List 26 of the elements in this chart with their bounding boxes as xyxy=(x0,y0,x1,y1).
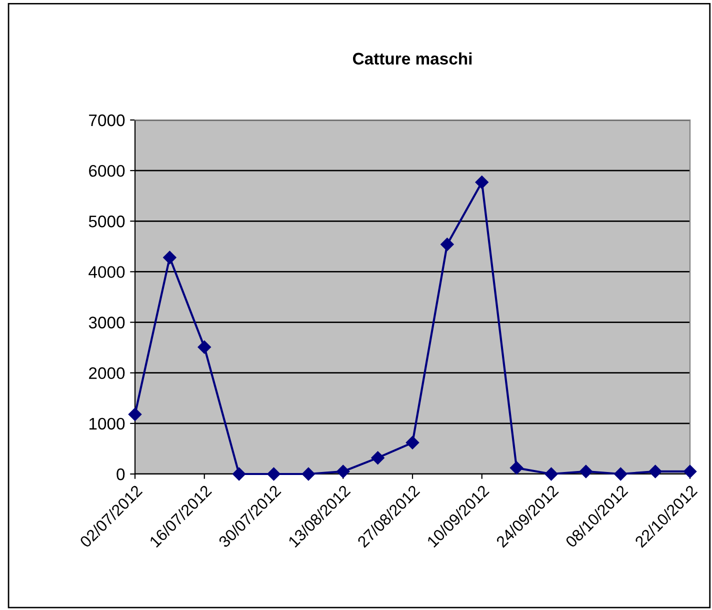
point xyxy=(336,464,350,478)
y-tick-label: 3000 xyxy=(88,316,125,328)
point xyxy=(648,464,662,478)
point xyxy=(163,250,176,264)
point xyxy=(128,408,142,421)
y-tick-label: 1000 xyxy=(89,418,125,430)
y-tick-label: 6000 xyxy=(89,164,125,177)
point xyxy=(267,467,280,481)
point xyxy=(302,467,316,481)
y-tick-label: 5000 xyxy=(88,216,125,228)
point xyxy=(510,461,524,475)
y-tick-label: 7000 xyxy=(89,114,125,126)
point xyxy=(232,467,246,481)
point xyxy=(371,451,384,464)
point xyxy=(544,467,558,481)
y-tick-label: 4000 xyxy=(88,266,125,278)
point xyxy=(579,464,593,478)
point xyxy=(198,340,211,354)
y-tick-label: 2000 xyxy=(89,367,125,380)
point xyxy=(683,464,697,478)
y-tick-label: 0 xyxy=(116,468,125,480)
point xyxy=(406,436,420,450)
point xyxy=(475,176,488,189)
chart-title: Catture maschi xyxy=(352,52,472,65)
point xyxy=(614,467,628,481)
point xyxy=(440,238,454,251)
